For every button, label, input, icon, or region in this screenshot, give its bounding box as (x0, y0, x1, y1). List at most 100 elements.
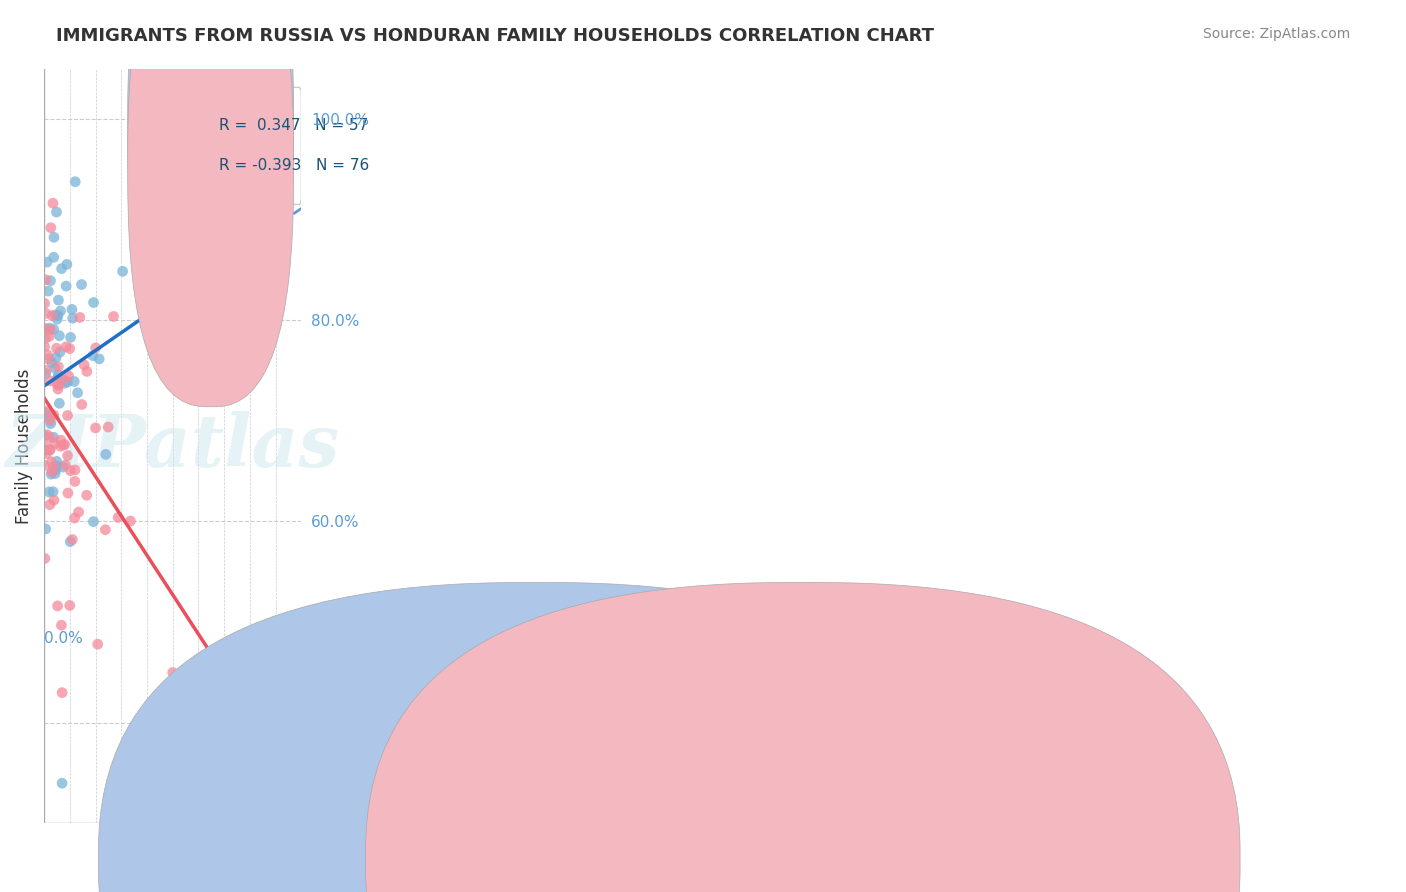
Point (60, 302, 83, 317)
Point (48, 368, 70, 382)
Text: Immigrants from Russia: Immigrants from Russia (555, 853, 738, 867)
Point (63, 475, 86, 489)
Point (52, 460, 75, 475)
Point (49, 345, 72, 359)
Point (42, 196, 65, 211)
Text: 0.0%: 0.0% (44, 631, 83, 646)
Point (59, 330, 82, 344)
Point (44, 361, 66, 376)
Point (86, 637, 108, 651)
Point (69, 310, 91, 325)
Point (37, 351, 59, 366)
Point (63, 375, 86, 389)
Point (37, 284, 59, 298)
Point (55, 279, 77, 293)
Text: R =  0.347   N = 57: R = 0.347 N = 57 (218, 118, 368, 133)
FancyBboxPatch shape (128, 0, 294, 407)
Point (82, 515, 104, 529)
Point (38, 485, 60, 500)
Point (70, 277, 93, 292)
Point (56, 375, 79, 389)
Point (94, 523, 117, 537)
Point (58, 368, 80, 383)
Point (56, 486, 79, 500)
Point (51, 776, 73, 790)
Point (53, 376, 76, 391)
Point (59, 534, 82, 549)
Point (34, 340, 56, 354)
Point (53, 437, 76, 451)
Point (45, 351, 67, 365)
Point (34, 321, 56, 335)
Point (39, 274, 62, 288)
Point (38, 442, 60, 457)
Point (67, 505, 90, 519)
Point (76, 488, 98, 502)
Point (34, 428, 56, 442)
Point (42, 493, 65, 508)
Point (84, 341, 107, 355)
Text: Hondurans: Hondurans (823, 853, 905, 867)
Point (38, 409, 60, 424)
Point (42, 250, 65, 264)
Point (62, 311, 84, 326)
Point (53, 458, 76, 472)
Point (56, 449, 79, 463)
Point (46, 382, 69, 396)
Text: Source: ZipAtlas.com: Source: ZipAtlas.com (1202, 27, 1350, 41)
Point (46, 371, 69, 385)
Point (56, 409, 79, 423)
Point (51, 685, 73, 699)
Point (48, 328, 70, 343)
Text: IMMIGRANTS FROM RUSSIA VS HONDURAN FAMILY HOUSEHOLDS CORRELATION CHART: IMMIGRANTS FROM RUSSIA VS HONDURAN FAMIL… (56, 27, 934, 45)
Point (103, 310, 125, 324)
Point (45, 458, 67, 473)
Point (34, 522, 56, 536)
Point (38, 321, 60, 335)
Point (44, 436, 66, 450)
Text: R = -0.393   N = 76: R = -0.393 N = 76 (218, 158, 368, 173)
Point (39, 417, 62, 431)
Point (59, 599, 82, 613)
Point (39, 467, 62, 482)
Point (162, 665, 184, 680)
Point (82, 349, 104, 363)
Point (38, 431, 60, 445)
Point (39, 442, 62, 457)
Point (51, 261, 73, 276)
Point (38, 329, 60, 343)
Point (66, 385, 89, 400)
Point (41, 465, 63, 479)
Point (49, 434, 72, 448)
Point (111, 264, 134, 278)
Point (42, 484, 65, 499)
Point (233, 233, 256, 247)
Point (34, 551, 56, 566)
Point (39, 413, 62, 427)
Point (45, 341, 67, 355)
Point (120, 514, 142, 528)
Point (45, 376, 67, 391)
Point (42, 408, 65, 422)
Point (35, 255, 58, 269)
Point (51, 618, 73, 632)
Point (38, 498, 60, 512)
Point (42, 459, 65, 474)
Point (52, 438, 75, 452)
Point (39, 220, 62, 235)
Point (46, 309, 69, 323)
Point (59, 464, 82, 478)
Point (70, 397, 93, 411)
FancyBboxPatch shape (128, 0, 294, 367)
Point (42, 230, 65, 244)
Point (45, 205, 67, 219)
Point (63, 511, 86, 525)
Point (65, 175, 87, 189)
Point (107, 510, 129, 524)
Point (46, 359, 69, 374)
Point (35, 367, 58, 381)
Point (270, 751, 292, 765)
Point (37, 348, 59, 362)
Point (73, 358, 96, 372)
Point (89, 351, 111, 366)
